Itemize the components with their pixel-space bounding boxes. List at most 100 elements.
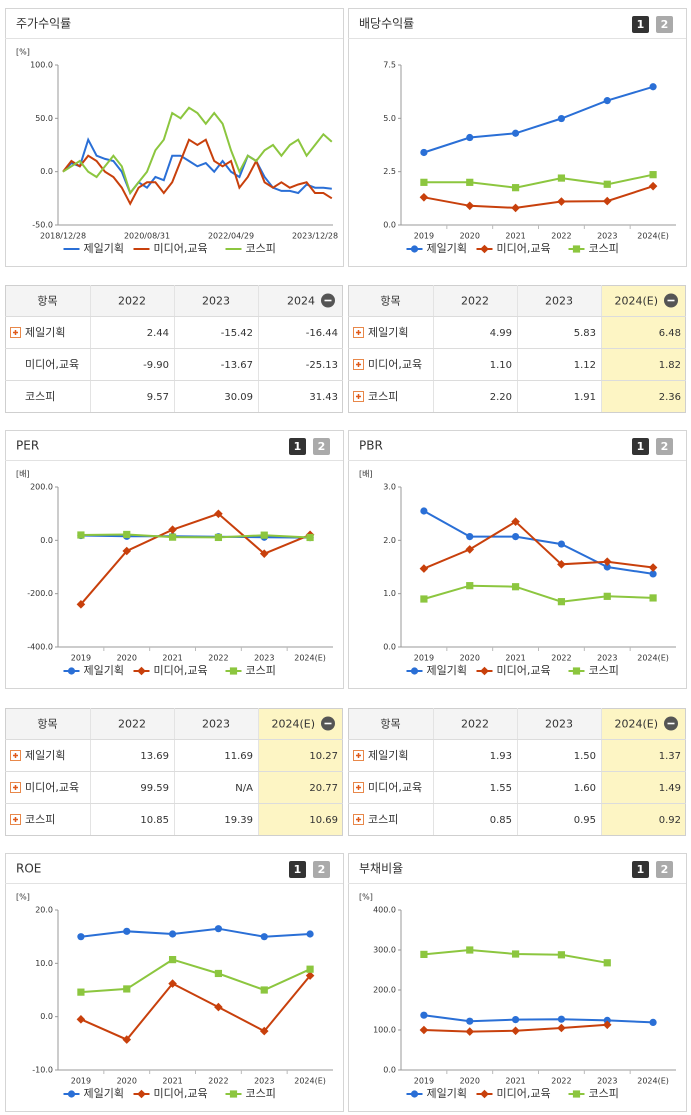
x-tick-label: 2020/08/31 — [124, 232, 170, 241]
legend-label: 코스피 — [246, 664, 276, 677]
tab-button[interactable] — [632, 861, 649, 878]
marker — [511, 583, 520, 591]
panel — [5, 430, 344, 689]
row-label: 코스피 — [25, 813, 55, 826]
marker — [649, 83, 657, 91]
cell-value: -15.42 — [221, 328, 253, 339]
cell-value: 1.49 — [659, 783, 681, 794]
expand-icon — [356, 394, 361, 399]
row-label: 제일기획 — [368, 748, 408, 762]
marker — [306, 965, 314, 973]
cell-value: 1.12 — [574, 360, 596, 371]
column-header: 항목 — [37, 295, 57, 308]
column-header: 2022 — [118, 718, 146, 731]
column-header: 2022 — [118, 295, 146, 308]
unit-label: [배] — [16, 470, 30, 479]
column-header: 2023 — [545, 718, 573, 731]
tab-button[interactable] — [313, 861, 330, 878]
expand-icon — [13, 330, 18, 335]
cell-value: 2.20 — [490, 392, 512, 403]
series-line — [423, 520, 654, 570]
series-line — [423, 1014, 654, 1024]
cell-value: 0.85 — [490, 815, 512, 826]
tab-button-label[interactable]: 1 — [637, 440, 645, 453]
y-tick-label: 0.0 — [40, 1012, 53, 1021]
marker — [557, 174, 566, 182]
column-header: 2023 — [202, 718, 230, 731]
y-tick-label: 7.5 — [383, 61, 396, 70]
expand-icon — [13, 817, 18, 822]
unit-label: [%] — [16, 48, 30, 57]
marker — [649, 570, 657, 578]
cell-value: -13.67 — [221, 360, 253, 371]
marker — [260, 933, 268, 941]
tab-button-label[interactable]: 1 — [294, 863, 302, 876]
y-tick-label: 3.0 — [383, 483, 396, 492]
marker — [465, 1027, 475, 1036]
cell-value: N/A — [235, 783, 253, 794]
tab-button-label[interactable]: 1 — [637, 18, 645, 31]
cell-value: 10.27 — [309, 751, 338, 762]
tab-button[interactable] — [656, 861, 673, 878]
tab-button[interactable] — [632, 16, 649, 33]
row-label: 코스피 — [25, 390, 55, 403]
row-label: 미디어,교육 — [368, 781, 422, 794]
marker — [649, 594, 657, 602]
row-label: 코스피 — [368, 813, 398, 826]
marker — [557, 951, 566, 959]
legend-label: 제일기획 — [84, 663, 124, 677]
tab-button[interactable] — [289, 861, 306, 878]
marker — [602, 196, 612, 206]
x-tick-label: 2024(E) — [637, 654, 669, 663]
marker — [259, 1026, 269, 1036]
x-tick-label: 2024(E) — [637, 1077, 669, 1086]
cell-value: 1.50 — [574, 751, 596, 762]
y-tick-label: -400.0 — [27, 643, 53, 652]
marker — [214, 1002, 223, 1012]
tab-button-label[interactable]: 1 — [637, 863, 645, 876]
x-tick-label: 2021 — [505, 1077, 525, 1086]
x-tick-label: 2018/12/28 — [40, 232, 86, 241]
tab-button[interactable] — [632, 438, 649, 455]
x-tick-label: 2022 — [551, 654, 571, 663]
marker — [603, 97, 611, 105]
tab-button[interactable] — [289, 438, 306, 455]
tab-button[interactable] — [656, 438, 673, 455]
chart-title: 부채비율 — [359, 862, 403, 876]
cell-value: 20.77 — [309, 783, 338, 794]
expand-icon — [13, 753, 18, 758]
tab-button-label[interactable]: 1 — [294, 440, 302, 453]
x-tick-label: 2021 — [505, 654, 525, 663]
expand-icon — [356, 817, 361, 822]
tab-button[interactable] — [313, 438, 330, 455]
legend-label: 코스피 — [589, 242, 619, 255]
y-tick-label: 20.0 — [35, 906, 53, 915]
x-tick-label: 2024(E) — [294, 1077, 326, 1086]
marker — [572, 667, 581, 675]
legend-label: 제일기획 — [427, 241, 467, 255]
expand-icon — [356, 330, 361, 335]
marker — [305, 971, 315, 980]
tab-button-label[interactable]: 2 — [318, 440, 326, 453]
marker — [168, 956, 177, 964]
cell-value: -16.44 — [306, 328, 338, 339]
tab-button-label[interactable]: 2 — [661, 18, 669, 31]
tab-button-label[interactable]: 2 — [661, 440, 669, 453]
cell-value: 10.69 — [309, 815, 338, 826]
x-tick-label: 2022 — [208, 654, 228, 663]
row-label: 미디어,교육 — [25, 358, 79, 371]
series-line — [62, 137, 332, 195]
y-tick-label: 0.0 — [40, 536, 53, 545]
row-label: 코스피 — [368, 390, 398, 403]
legend-label: 코스피 — [589, 664, 619, 677]
tab-button-label[interactable]: 2 — [661, 863, 669, 876]
marker — [466, 582, 474, 590]
tab-button-label[interactable]: 2 — [318, 863, 326, 876]
marker — [557, 197, 566, 206]
tab-button[interactable] — [656, 16, 673, 33]
marker — [420, 1011, 428, 1019]
marker — [410, 245, 419, 253]
legend-label: 제일기획 — [427, 1086, 467, 1100]
y-tick-label: 400.0 — [373, 906, 396, 915]
